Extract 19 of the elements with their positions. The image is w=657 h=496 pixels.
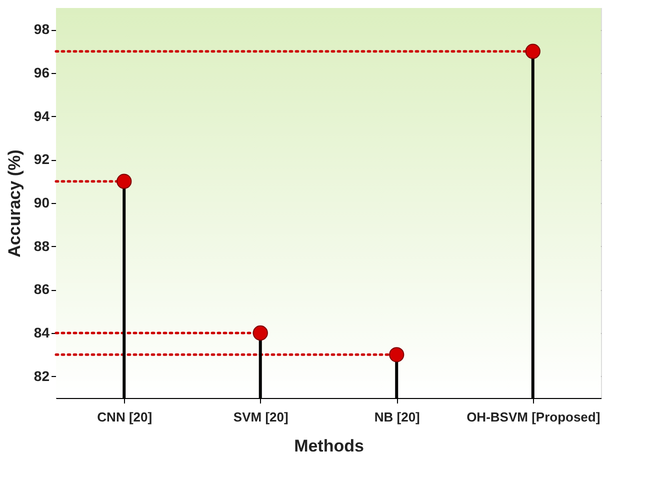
- y-tick-label: 82: [34, 368, 50, 384]
- y-tick-label: 84: [34, 324, 50, 340]
- x-tick-label: NB [20]: [374, 410, 420, 424]
- y-tick-label: 98: [34, 21, 50, 38]
- y-tick-label: 96: [34, 64, 50, 80]
- y-tick-label: 88: [34, 238, 50, 254]
- point: [116, 174, 132, 189]
- point: [525, 44, 540, 59]
- x-tick-label: CNN [20]: [97, 410, 152, 424]
- y-tick-label: 92: [34, 151, 50, 168]
- y-tick-label: 86: [34, 281, 50, 298]
- point: [389, 347, 404, 362]
- x-tick-label: SVM [20]: [233, 410, 288, 424]
- x-tick-label: OH-BSVM [Proposed]: [466, 410, 600, 424]
- x-axis-title: Methods: [294, 436, 364, 456]
- point: [252, 325, 268, 341]
- y-axis-title: Accuracy (%): [4, 150, 24, 258]
- y-tick-label: 90: [34, 194, 50, 210]
- y-tick-label: 94: [34, 108, 50, 124]
